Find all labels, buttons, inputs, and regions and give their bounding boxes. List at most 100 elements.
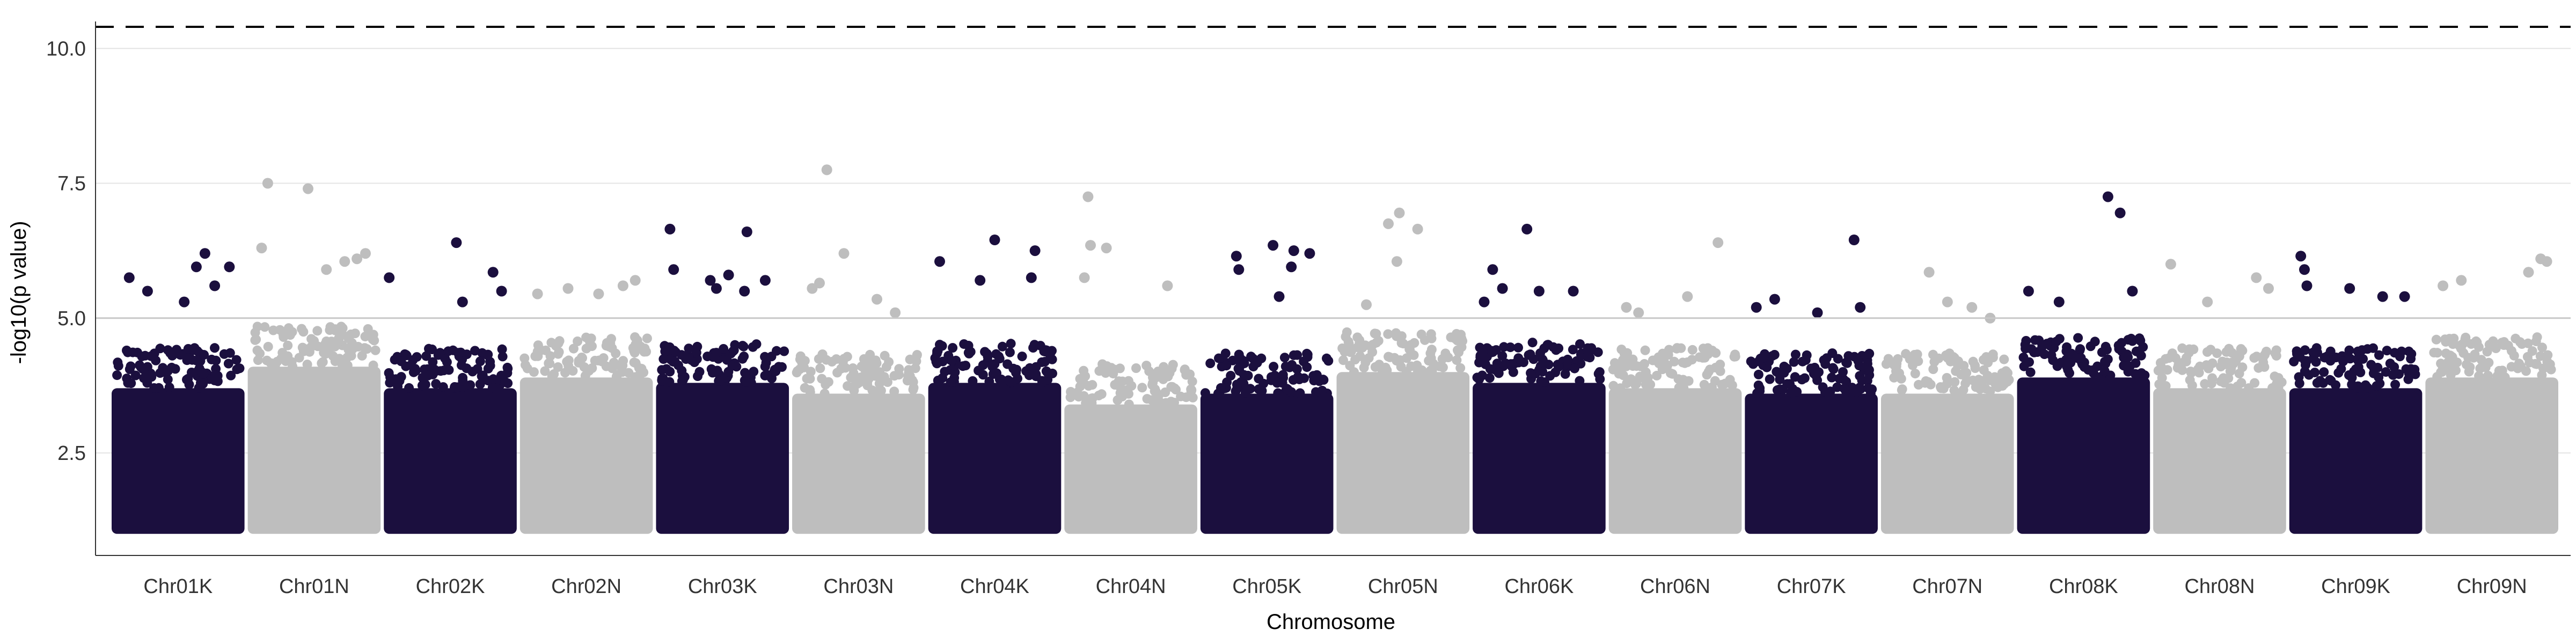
data-point bbox=[2300, 345, 2310, 355]
data-point bbox=[618, 356, 628, 366]
data-point bbox=[483, 349, 493, 360]
data-point bbox=[2369, 363, 2379, 374]
data-point bbox=[711, 348, 721, 358]
data-point bbox=[1985, 386, 1995, 397]
data-point bbox=[2451, 365, 2461, 376]
data-point bbox=[1427, 366, 1437, 376]
data-point bbox=[283, 351, 293, 361]
data-point bbox=[1031, 369, 1041, 379]
x-tick-label: Chr08N bbox=[2184, 575, 2255, 598]
data-point bbox=[2382, 346, 2392, 356]
data-point bbox=[2225, 366, 2235, 376]
data-point bbox=[2429, 348, 2439, 357]
data-point bbox=[2073, 333, 2083, 343]
data-point bbox=[1789, 357, 1799, 367]
data-point bbox=[297, 342, 308, 353]
data-point bbox=[1981, 352, 1992, 362]
data-point bbox=[1487, 346, 1497, 356]
data-point bbox=[126, 378, 136, 389]
data-point bbox=[1616, 345, 1627, 355]
data-point bbox=[2260, 350, 2270, 360]
data-point bbox=[731, 362, 742, 372]
points-mass bbox=[656, 383, 789, 534]
data-point bbox=[1254, 384, 1264, 394]
peak-point bbox=[2127, 286, 2138, 297]
data-point bbox=[1484, 373, 1495, 383]
data-point bbox=[1699, 379, 1709, 390]
peak-point bbox=[1812, 307, 1823, 318]
peak-point bbox=[872, 294, 882, 305]
data-point bbox=[1513, 342, 1523, 353]
data-point bbox=[2101, 358, 2111, 369]
data-point bbox=[164, 382, 174, 392]
data-point bbox=[533, 351, 543, 361]
x-tick-label: Chr02N bbox=[551, 575, 621, 598]
data-point bbox=[2441, 348, 2451, 358]
data-point bbox=[424, 343, 434, 354]
peak-point bbox=[934, 256, 945, 267]
data-point bbox=[1216, 383, 1226, 393]
data-point bbox=[2474, 371, 2484, 381]
data-point bbox=[1636, 361, 1646, 371]
data-point bbox=[1295, 388, 1305, 398]
data-point bbox=[2025, 367, 2036, 377]
data-point bbox=[1989, 372, 2000, 382]
data-point bbox=[1039, 346, 1049, 356]
data-point bbox=[1524, 350, 1534, 360]
data-point bbox=[1426, 329, 1436, 339]
data-point bbox=[1975, 384, 1985, 394]
peak-point bbox=[821, 164, 832, 175]
x-tick-label: Chr02K bbox=[416, 575, 485, 598]
peak-point bbox=[262, 178, 273, 189]
peak-point bbox=[1288, 245, 1299, 257]
data-point bbox=[1999, 354, 2009, 364]
data-point bbox=[2099, 366, 2110, 376]
data-point bbox=[406, 360, 416, 370]
data-point bbox=[553, 349, 563, 359]
series-Chr07N bbox=[1880, 267, 2014, 534]
data-point bbox=[1294, 374, 1305, 384]
x-axis-title: Chromosome bbox=[1267, 610, 1395, 634]
peak-point bbox=[1621, 302, 1632, 313]
data-point bbox=[266, 358, 276, 368]
data-point bbox=[2531, 336, 2541, 347]
data-point bbox=[1560, 369, 1570, 379]
data-point bbox=[396, 356, 406, 367]
axes bbox=[95, 21, 2571, 556]
data-point bbox=[806, 367, 816, 377]
data-point bbox=[1360, 355, 1371, 365]
data-point bbox=[564, 355, 574, 365]
reference-lines bbox=[96, 26, 2571, 319]
data-point bbox=[749, 367, 759, 377]
data-point bbox=[1214, 353, 1224, 363]
data-point bbox=[1851, 387, 1862, 397]
data-point bbox=[2018, 353, 2029, 362]
data-point bbox=[2476, 355, 2486, 365]
peak-point bbox=[723, 269, 734, 281]
data-point bbox=[751, 339, 762, 349]
data-point bbox=[846, 372, 856, 383]
data-point bbox=[661, 364, 671, 374]
data-point bbox=[1593, 347, 1603, 357]
data-point bbox=[2506, 362, 2516, 372]
points-mass bbox=[1064, 404, 1197, 534]
data-point bbox=[345, 330, 355, 340]
data-point bbox=[1165, 368, 1175, 378]
peak-point bbox=[179, 296, 190, 308]
peak-point bbox=[2541, 256, 2552, 267]
data-point bbox=[1682, 357, 1693, 367]
data-point bbox=[859, 354, 869, 364]
data-point bbox=[519, 353, 530, 363]
data-point bbox=[1338, 355, 1348, 365]
data-point bbox=[860, 365, 870, 376]
data-point bbox=[984, 376, 994, 386]
points-mass bbox=[792, 393, 925, 534]
peak-point bbox=[989, 235, 1000, 245]
data-point bbox=[1548, 342, 1558, 352]
data-point bbox=[123, 347, 133, 357]
data-point bbox=[2237, 346, 2248, 356]
data-point bbox=[670, 356, 680, 367]
data-point bbox=[362, 344, 372, 354]
data-point bbox=[2449, 333, 2459, 343]
data-point bbox=[502, 362, 513, 372]
